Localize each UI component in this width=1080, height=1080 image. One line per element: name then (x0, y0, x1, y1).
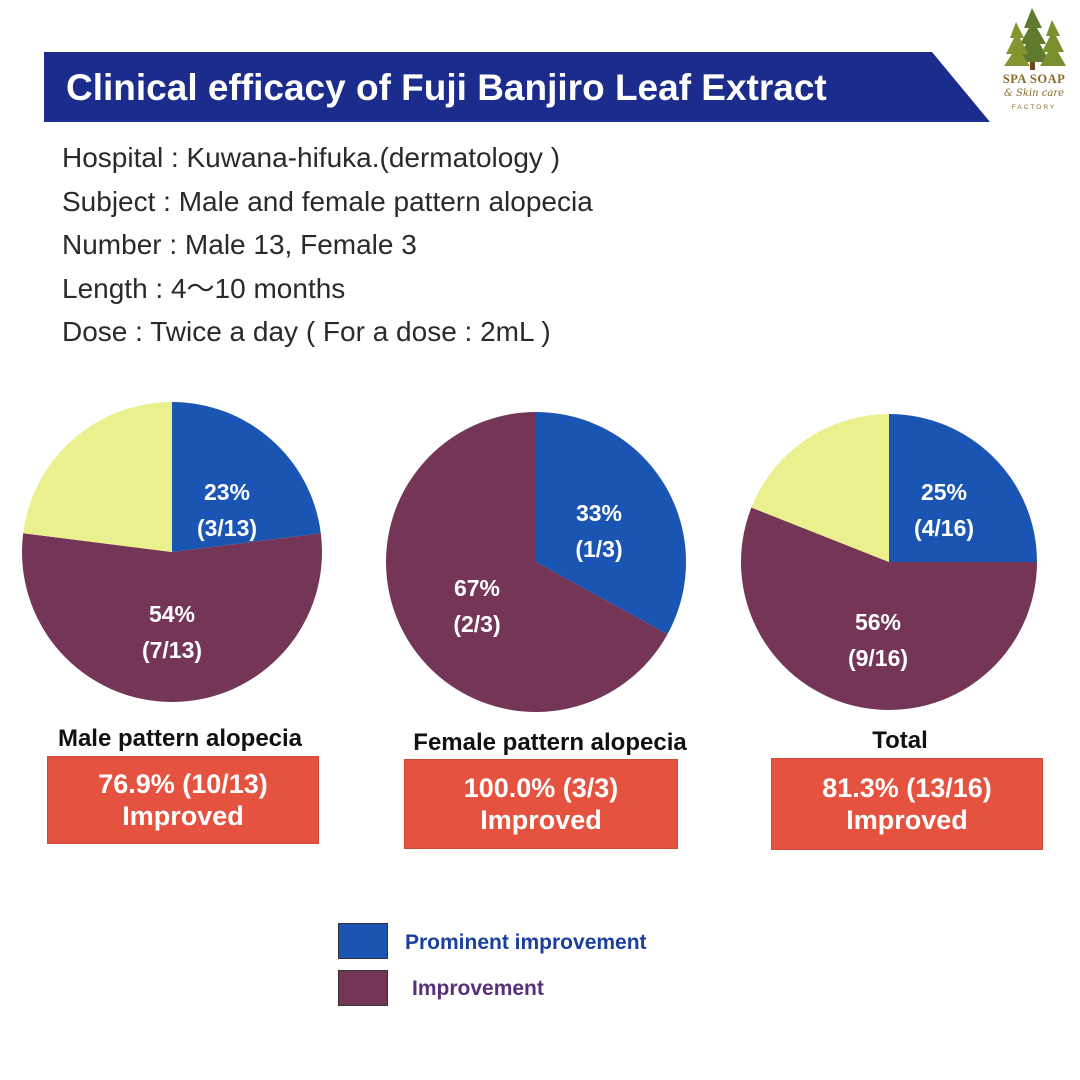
title-banner: Clinical efficacy of Fuji Banjiro Leaf E… (44, 52, 990, 122)
info-number: Number : Male 13, Female 3 (62, 229, 417, 260)
info-length: Length : 4〜10 months (62, 272, 346, 304)
caption-female: Female pattern alopecia (413, 729, 687, 756)
legend-swatch-improvement (338, 970, 388, 1006)
pie-female-data-label: 33% (576, 500, 622, 526)
logo-text-main: SPA SOAP (1002, 72, 1066, 86)
pie-male-data-label: 54% (149, 601, 195, 627)
study-info: Hospital : Kuwana-hifuka.(dermatology ) … (62, 136, 593, 354)
pie-total: 25% (4/16) 56% (9/16) (740, 414, 1037, 710)
result-box-total: 81.3% (13/16) Improved (771, 758, 1043, 850)
pie-male-data-label: (3/13) (197, 515, 257, 541)
pie-total-data-label: (9/16) (848, 645, 908, 671)
result-total-value: 81.3% (13/16) (822, 773, 992, 803)
legend-label-prominent: Prominent improvement (405, 931, 647, 954)
pie-male-slice-prominent-improvement (172, 402, 321, 552)
pie-male-slice-improvement (22, 533, 323, 702)
info-subject: Subject : Male and female pattern alopec… (62, 185, 593, 217)
info-hospital: Hospital : Kuwana-hifuka.(dermatology ) (62, 142, 561, 173)
result-male-value: 76.9% (10/13) (98, 769, 268, 799)
result-female-value: 100.0% (3/3) (463, 773, 619, 803)
pie-male-data-label: (7/13) (142, 637, 202, 663)
result-box-female: 100.0% (3/3) Improved (404, 759, 678, 849)
page-title: Clinical efficacy of Fuji Banjiro Leaf E… (66, 67, 827, 108)
pie-total-data-label: 25% (921, 479, 967, 505)
result-male-label: Improved (122, 801, 244, 831)
banner-shape (44, 52, 990, 122)
legend-swatch-prominent (338, 923, 388, 959)
pie-female-data-label: 67% (454, 575, 500, 601)
pine-trees-icon (1004, 8, 1066, 70)
pie-male: 23% (3/13) 54% (7/13) (22, 401, 323, 702)
pie-female-data-label: (1/3) (575, 536, 622, 562)
pie-total-slice-improvement (740, 507, 1037, 710)
pie-charts: 23% (3/13) 54% (7/13) 33% (1/3) 67% (2/3) 25% (4/… (22, 401, 1037, 713)
pie-female-slice-prominent-improvement (536, 412, 687, 635)
pie-total-data-label: (4/16) (914, 515, 974, 541)
logo-text-sub: & Skin care (1003, 88, 1065, 99)
legend-label-improvement: Improvement (412, 977, 544, 1000)
pie-male-slice-other (23, 401, 173, 552)
pie-total-slice-other (751, 414, 889, 562)
info-dose: Dose : Twice a day ( For a dose : 2mL ) (62, 316, 551, 347)
caption-male: Male pattern alopecia (57, 725, 303, 752)
pie-total-slice-prominent-improvement (889, 414, 1037, 562)
logo-text-factory: FACTORY (1011, 104, 1057, 111)
pie-male-data-label: 23% (204, 479, 250, 505)
result-box-male: 76.9% (10/13) Improved (47, 756, 319, 844)
brand-logo: SPA SOAP & Skin care FACTORY (994, 6, 1074, 122)
pie-female-slice-improvement (386, 412, 668, 713)
pie-female: 33% (1/3) 67% (2/3) (386, 412, 687, 713)
result-total-label: Improved (846, 805, 968, 835)
result-female-label: Improved (480, 805, 602, 835)
caption-total: Total (872, 727, 928, 754)
pie-total-data-label: 56% (855, 609, 901, 635)
pie-female-data-label: (2/3) (453, 611, 500, 637)
